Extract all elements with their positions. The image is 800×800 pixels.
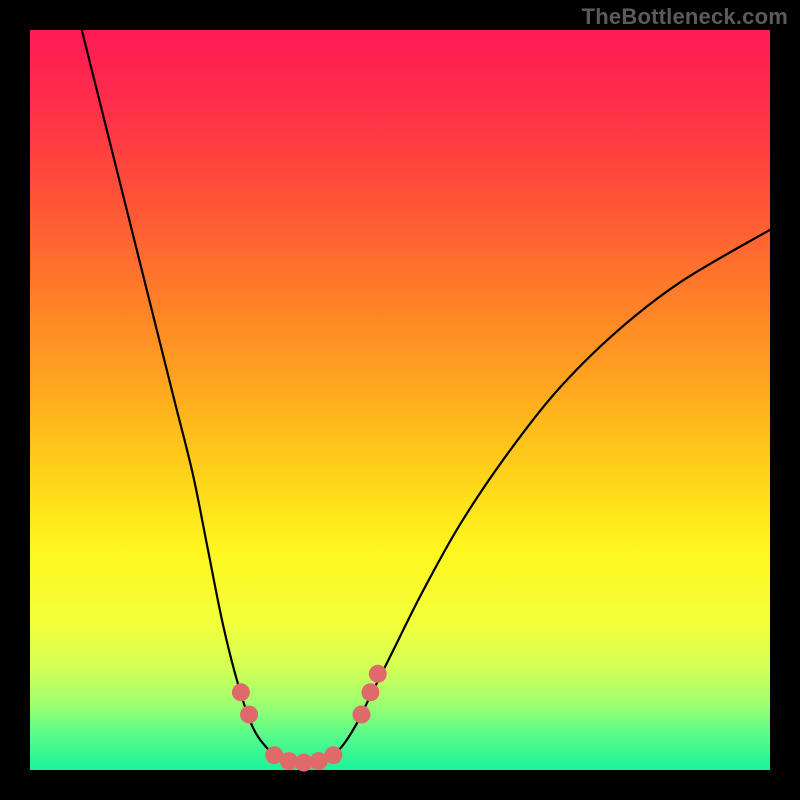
chart-frame: TheBottleneck.com bbox=[0, 0, 800, 800]
bottleneck-marker bbox=[240, 706, 258, 724]
bottleneck-chart bbox=[0, 0, 800, 800]
bottleneck-marker bbox=[369, 665, 387, 683]
bottleneck-marker bbox=[361, 683, 379, 701]
bottleneck-marker bbox=[324, 746, 342, 764]
watermark-text: TheBottleneck.com bbox=[582, 4, 788, 30]
plot-area bbox=[30, 30, 770, 770]
bottleneck-marker bbox=[353, 706, 371, 724]
bottleneck-marker bbox=[232, 683, 250, 701]
